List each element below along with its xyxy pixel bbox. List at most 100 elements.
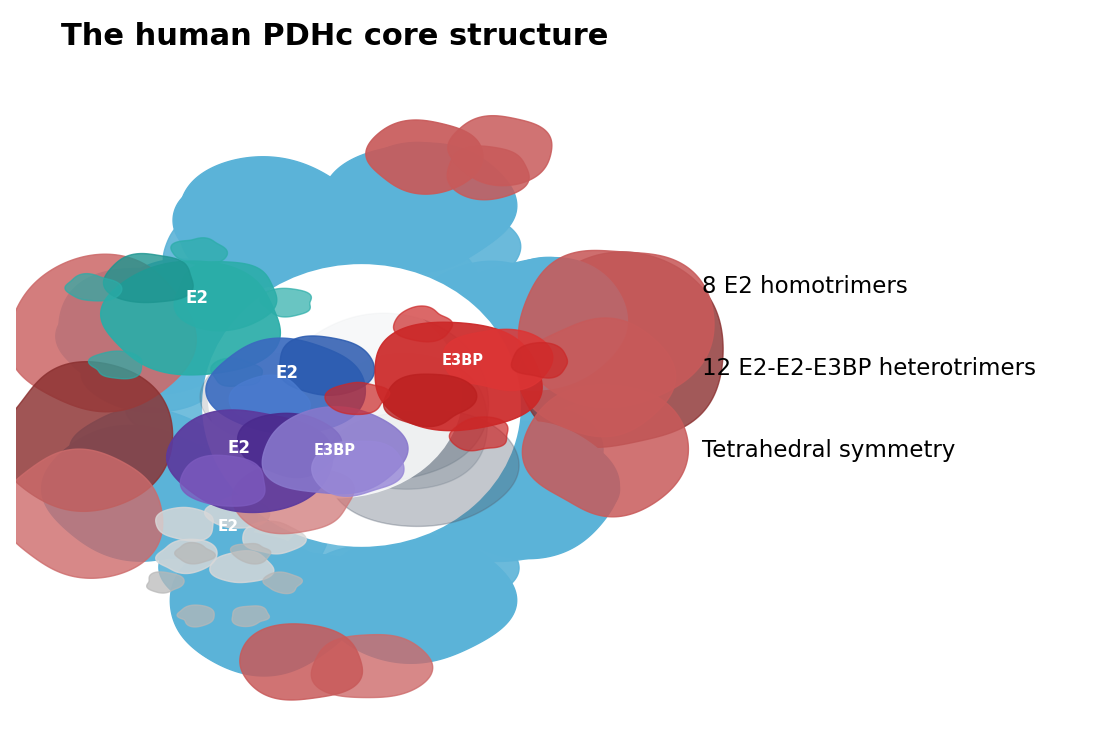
Polygon shape <box>448 146 530 199</box>
Polygon shape <box>0 449 163 578</box>
Polygon shape <box>65 274 122 301</box>
Polygon shape <box>201 353 348 441</box>
Text: 12 E2-E2-E3BP heterotrimers: 12 E2-E2-E3BP heterotrimers <box>701 357 1036 379</box>
Polygon shape <box>178 157 365 287</box>
Ellipse shape <box>207 290 462 498</box>
Polygon shape <box>263 572 302 594</box>
Polygon shape <box>278 224 409 296</box>
Polygon shape <box>375 322 542 431</box>
Polygon shape <box>173 168 312 269</box>
Polygon shape <box>406 298 530 373</box>
Polygon shape <box>156 507 213 541</box>
Polygon shape <box>326 411 519 527</box>
Polygon shape <box>377 211 521 294</box>
Polygon shape <box>353 142 492 242</box>
Text: E2: E2 <box>218 519 239 533</box>
Polygon shape <box>166 410 332 513</box>
Polygon shape <box>476 435 619 533</box>
Polygon shape <box>466 330 608 413</box>
Polygon shape <box>243 522 306 554</box>
Polygon shape <box>519 251 714 408</box>
Polygon shape <box>171 540 357 676</box>
Text: E3BP: E3BP <box>314 443 356 458</box>
Polygon shape <box>263 407 408 494</box>
Polygon shape <box>101 261 280 375</box>
Polygon shape <box>350 240 479 314</box>
Polygon shape <box>260 289 311 317</box>
Polygon shape <box>70 408 217 491</box>
Polygon shape <box>146 572 184 593</box>
Polygon shape <box>443 330 553 391</box>
Polygon shape <box>209 551 274 583</box>
Polygon shape <box>174 262 277 331</box>
Polygon shape <box>42 426 228 561</box>
Polygon shape <box>450 417 507 451</box>
Polygon shape <box>281 523 409 600</box>
Polygon shape <box>144 297 271 371</box>
Polygon shape <box>511 342 567 378</box>
Polygon shape <box>355 499 479 576</box>
Polygon shape <box>482 257 623 357</box>
Text: E3BP: E3BP <box>441 353 483 368</box>
Polygon shape <box>156 539 217 574</box>
Polygon shape <box>441 257 627 390</box>
Polygon shape <box>211 358 263 386</box>
Polygon shape <box>517 318 676 437</box>
Polygon shape <box>206 338 366 434</box>
Polygon shape <box>301 545 451 626</box>
Polygon shape <box>186 576 329 672</box>
Polygon shape <box>116 473 257 559</box>
Polygon shape <box>175 542 215 564</box>
Polygon shape <box>383 374 476 426</box>
Polygon shape <box>202 240 334 315</box>
Polygon shape <box>420 261 567 345</box>
Polygon shape <box>432 480 573 562</box>
Text: The human PDHc core structure: The human PDHc core structure <box>61 22 608 51</box>
Polygon shape <box>322 143 516 272</box>
Polygon shape <box>366 120 483 194</box>
Polygon shape <box>59 269 248 394</box>
Polygon shape <box>171 238 227 265</box>
Polygon shape <box>204 504 328 581</box>
Ellipse shape <box>202 264 521 547</box>
Polygon shape <box>177 605 214 627</box>
Polygon shape <box>126 371 258 445</box>
Polygon shape <box>114 259 252 342</box>
Text: 8 E2 homotrimers: 8 E2 homotrimers <box>701 275 907 298</box>
Polygon shape <box>103 254 193 303</box>
Polygon shape <box>59 455 198 551</box>
Polygon shape <box>452 404 603 484</box>
Text: E2: E2 <box>276 365 298 382</box>
Polygon shape <box>448 115 552 186</box>
Polygon shape <box>279 336 375 395</box>
Text: Tetrahedral symmetry: Tetrahedral symmetry <box>701 439 955 461</box>
Polygon shape <box>229 375 310 426</box>
Polygon shape <box>325 382 390 414</box>
Polygon shape <box>434 422 619 559</box>
Polygon shape <box>375 528 519 613</box>
Polygon shape <box>8 254 196 412</box>
Polygon shape <box>393 306 452 341</box>
Polygon shape <box>0 362 173 511</box>
Polygon shape <box>296 187 445 269</box>
Polygon shape <box>89 351 142 379</box>
Polygon shape <box>402 446 526 522</box>
Polygon shape <box>228 552 378 633</box>
Polygon shape <box>81 330 223 412</box>
Text: E2: E2 <box>228 439 250 457</box>
Polygon shape <box>514 252 724 447</box>
Polygon shape <box>232 606 269 626</box>
Polygon shape <box>163 207 304 290</box>
Polygon shape <box>427 373 552 449</box>
Polygon shape <box>270 313 489 482</box>
Polygon shape <box>55 289 201 385</box>
Polygon shape <box>232 464 355 533</box>
Text: E2: E2 <box>185 289 208 307</box>
Polygon shape <box>239 624 362 700</box>
Polygon shape <box>205 496 269 528</box>
Polygon shape <box>311 441 404 496</box>
Polygon shape <box>522 385 688 517</box>
Polygon shape <box>321 535 516 664</box>
Polygon shape <box>230 544 270 564</box>
Polygon shape <box>311 635 433 698</box>
